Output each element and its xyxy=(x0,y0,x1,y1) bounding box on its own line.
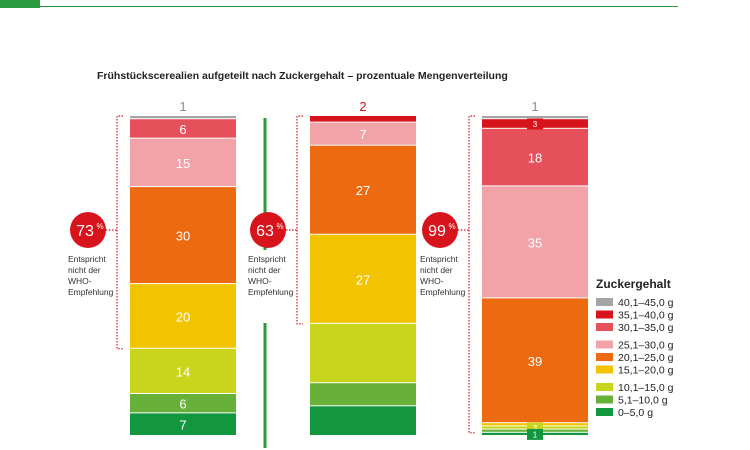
who-note-line: WHO- xyxy=(68,276,92,286)
legend-swatch xyxy=(596,310,613,319)
legend-swatch xyxy=(596,298,613,306)
bar-segment xyxy=(130,284,236,348)
legend-swatch xyxy=(596,353,613,361)
legend-swatch xyxy=(596,408,613,416)
chart-title: Frühstückscerealien aufgeteilt nach Zuck… xyxy=(97,70,508,82)
badge-value: 63 xyxy=(256,223,274,240)
segment-value-label: 20 xyxy=(176,309,190,324)
segment-value-label: 7 xyxy=(179,418,186,433)
segment-value-label: 6 xyxy=(179,122,186,137)
who-note-line: nicht der xyxy=(68,265,101,275)
segment-value-label: 18 xyxy=(528,151,542,166)
segment-value-label: 39 xyxy=(528,354,542,369)
legend-label: 20,1–25,0 g xyxy=(618,352,674,364)
legend-swatch xyxy=(596,383,613,391)
segment-value-label: 35 xyxy=(528,235,542,250)
legend-label: 30,1–35,0 g xyxy=(618,322,674,334)
who-note-line: Empfehlung xyxy=(248,287,294,297)
segment-value-label: 1 xyxy=(531,99,538,114)
top-rule-line xyxy=(40,6,678,7)
bar-segment xyxy=(310,406,416,435)
who-note-line: nicht der xyxy=(248,265,281,275)
segment-value-label: 14 xyxy=(176,364,190,379)
bar-segment xyxy=(130,348,236,393)
legend-swatch xyxy=(596,340,613,349)
who-note-line: Empfehlung xyxy=(420,287,466,297)
who-note-line: WHO- xyxy=(420,276,444,286)
badge-unit: % xyxy=(96,222,103,231)
segment-value-label: 7 xyxy=(359,127,366,142)
bar-segment xyxy=(130,393,236,413)
segment-label-box xyxy=(527,428,543,440)
segment-label-box xyxy=(527,118,543,130)
bar-segment xyxy=(130,138,236,187)
who-note-line: WHO- xyxy=(248,276,272,286)
badge-unit: % xyxy=(448,222,455,231)
segment-value-label: 1 xyxy=(533,430,538,439)
segment-label-box xyxy=(527,422,543,434)
segment-value-label: 6 xyxy=(179,397,186,412)
bracket-line xyxy=(116,115,123,350)
percentage-badge xyxy=(250,212,286,248)
bar-segment xyxy=(310,383,416,406)
segment-value-label: 30 xyxy=(176,229,190,244)
segment-value-label: 15 xyxy=(176,156,190,171)
bar-segment xyxy=(310,234,416,323)
badge-value: 99 xyxy=(428,223,446,240)
bar-segment xyxy=(482,298,588,423)
legend-label: 35,1–40,0 g xyxy=(618,310,674,322)
who-note-line: Empfehlung xyxy=(68,287,114,297)
segment-value-label: 27 xyxy=(356,272,370,287)
segment-value-label: 1 xyxy=(179,99,186,114)
segment-value-label: 3 xyxy=(533,120,538,129)
legend-label: 10,1–15,0 g xyxy=(618,382,674,394)
who-note-line: Entspricht xyxy=(68,254,106,264)
who-note-line: Entspricht xyxy=(420,254,458,264)
bar-segment xyxy=(310,116,416,122)
bar-segment xyxy=(130,116,236,119)
bar-segment xyxy=(130,413,236,435)
top-accent-bar xyxy=(0,0,40,8)
bar-segment xyxy=(310,122,416,145)
percentage-badge xyxy=(422,212,458,248)
segment-value-label: 27 xyxy=(356,183,370,198)
bracket-line xyxy=(296,115,303,325)
legend-label: 25,1–30,0 g xyxy=(618,340,674,352)
bar-segment xyxy=(310,323,416,383)
legend-swatch xyxy=(596,323,613,331)
legend-label: 0–5,0 g xyxy=(618,407,653,419)
legend-swatch xyxy=(596,365,613,374)
who-note-line: nicht der xyxy=(420,265,453,275)
legend-swatch xyxy=(596,395,613,404)
legend-label: 5,1–10,0 g xyxy=(618,395,668,407)
segment-value-label: 3 xyxy=(533,424,538,433)
bar-segment xyxy=(310,145,416,234)
legend-title: Zuckergehalt xyxy=(596,277,671,291)
bar-segment xyxy=(130,119,236,138)
legend-label: 40,1–45,0 g xyxy=(618,297,674,309)
who-note-line: Entspricht xyxy=(248,254,286,264)
bar-segment xyxy=(482,116,588,119)
bar-segment xyxy=(130,187,236,284)
bar-segment xyxy=(482,186,588,298)
badge-value: 73 xyxy=(76,223,94,240)
percentage-badge xyxy=(70,212,106,248)
bracket-line xyxy=(468,115,475,434)
badge-unit: % xyxy=(276,222,283,231)
legend-label: 15,1–20,0 g xyxy=(618,365,674,377)
bar-segment xyxy=(482,128,588,186)
segment-value-label: 2 xyxy=(359,99,366,114)
